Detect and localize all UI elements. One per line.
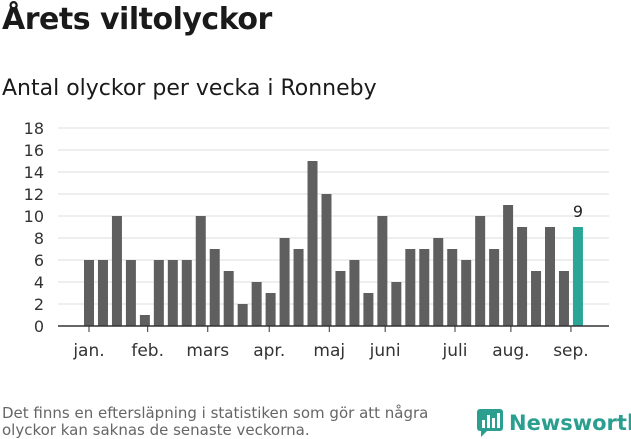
bar [349,260,360,326]
bar [558,271,569,326]
x-tick-label: feb. [131,341,164,361]
y-tick-label: 16 [24,141,44,160]
y-tick-label: 10 [24,207,44,226]
x-tick-label: mars [186,341,229,361]
bar [97,260,108,326]
y-tick-label: 8 [34,229,44,248]
bar [321,194,332,326]
bar [153,260,164,326]
bar [405,249,416,326]
x-tick-label: juli [442,341,468,361]
bar [391,282,402,326]
bar-highlight [572,227,583,326]
bar [461,260,472,326]
bar [335,271,346,326]
chart-title: Årets viltolyckor [2,2,272,37]
bar [279,238,290,326]
bar [475,216,486,326]
bar [433,238,444,326]
x-tick-label: jan. [72,341,104,361]
bar [223,271,234,326]
bar [209,249,220,326]
bar [447,249,458,326]
bar [489,249,500,326]
bar [251,282,262,326]
bar [377,216,388,326]
bar [363,293,374,326]
bar [125,260,136,326]
x-tick-label: juni [369,341,401,361]
bar [265,293,276,326]
y-tick-label: 4 [34,273,44,292]
bar [195,216,206,326]
x-tick-label: maj [313,341,345,361]
bar [84,260,94,326]
x-tick-label: apr. [253,341,285,361]
y-tick-label: 18 [24,119,44,138]
data-label: 9 [573,202,583,221]
newsworthy-logo-icon [477,409,503,437]
bar [307,161,318,326]
footnote: Det finns en eftersläpning i statistiken… [2,404,429,439]
bar [503,205,514,326]
bar [237,304,248,326]
y-tick-label: 12 [24,185,44,204]
brand-name: Newsworthy [509,411,631,435]
x-tick-label: aug. [492,341,529,361]
chart-subtitle: Antal olyckor per vecka i Ronneby [2,76,377,101]
bar [531,271,542,326]
bar [111,216,122,326]
bar [181,260,192,326]
bar [139,315,150,326]
bar [419,249,430,326]
bar [293,249,304,326]
y-tick-label: 0 [34,317,44,336]
bar [517,227,528,326]
bar [545,227,556,326]
x-tick-label: sep. [553,341,589,361]
bar [167,260,178,326]
y-tick-label: 6 [34,251,44,270]
y-tick-label: 14 [24,163,44,182]
y-tick-label: 2 [34,295,44,314]
bar-chart: 0 2 4 6 8 10 12 14 16 18 9 jan. feb. mars apr. maj juni j… [24,119,609,361]
brand-logo: Newsworthy [477,408,631,438]
